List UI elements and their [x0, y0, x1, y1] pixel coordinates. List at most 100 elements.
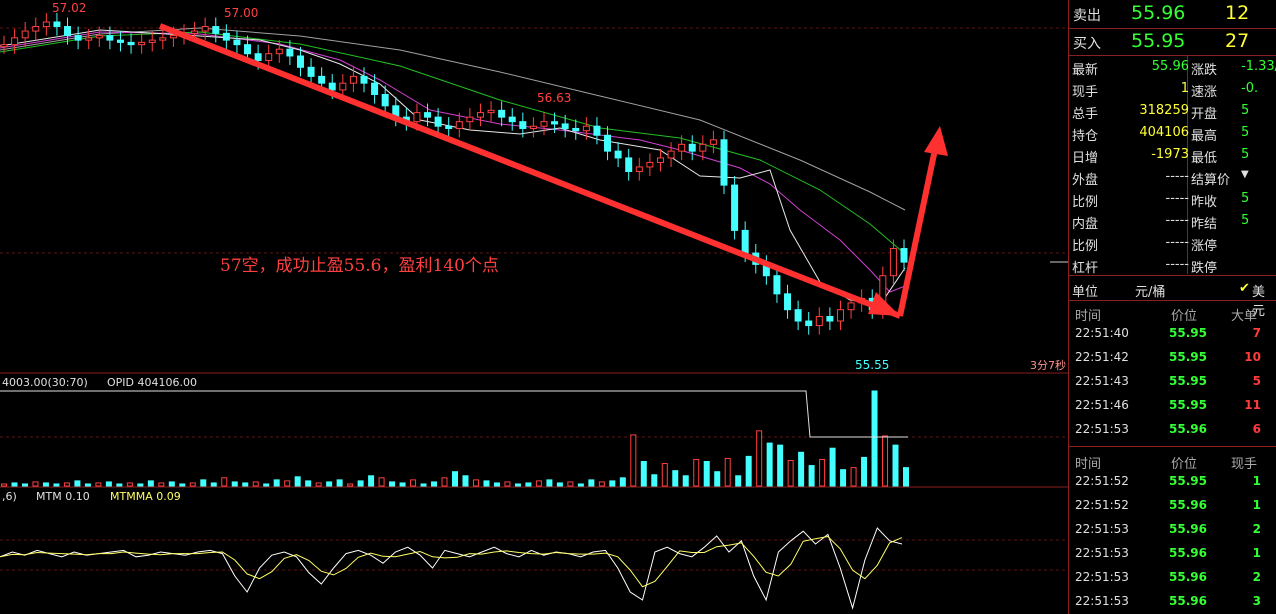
- volume-bar: [305, 480, 312, 487]
- stat-value: 1: [1180, 81, 1189, 96]
- row-volume: 2: [1252, 570, 1261, 584]
- price-chart[interactable]: 57.02 57.00 56.63 55.55 57空，成功止盈55.6，盈利1…: [0, 0, 1068, 614]
- volume-bar: [53, 483, 60, 487]
- table-row[interactable]: 22:51:53 55.96 3: [1069, 590, 1276, 614]
- candle: [11, 37, 19, 46]
- volume-bar: [399, 482, 406, 487]
- table-row[interactable]: 22:51:52 55.96 1: [1069, 494, 1276, 518]
- candle: [519, 121, 527, 129]
- stat-row: 现手 1 速涨 -0.: [1069, 78, 1276, 100]
- volume-bar: [577, 483, 584, 487]
- unit-value: 元/桶: [1135, 285, 1166, 300]
- high-price-label: 57.02: [52, 1, 86, 15]
- row-volume: 2: [1252, 522, 1261, 536]
- candle: [169, 35, 177, 39]
- volume-bar: [210, 482, 217, 487]
- candle: [42, 21, 50, 28]
- volume-bar: [766, 442, 773, 487]
- stat-key: 涨停: [1191, 239, 1218, 254]
- table-row[interactable]: 22:51:53 55.96 1: [1069, 542, 1276, 566]
- candle: [138, 41, 146, 46]
- volume-bar: [714, 471, 721, 487]
- divider: [1069, 275, 1276, 276]
- candle: [572, 127, 580, 132]
- volume-bar: [787, 459, 794, 487]
- stat-row: 比例 ----- 昨收 5: [1069, 188, 1276, 210]
- stat-value: 5: [1241, 147, 1250, 162]
- dropdown-icon[interactable]: ▼: [1241, 169, 1249, 180]
- stat-value: 5: [1241, 191, 1250, 206]
- table-row[interactable]: 22:51:40 55.95 7: [1069, 322, 1276, 346]
- row-time: 22:51:46: [1075, 398, 1129, 412]
- candle: [445, 125, 453, 129]
- chart-area[interactable]: 57.02 57.00 56.63 55.55 57空，成功止盈55.6，盈利1…: [0, 0, 1068, 614]
- volume-bar: [850, 467, 857, 487]
- timer-label: 3分7秒: [1030, 358, 1066, 372]
- candle: [773, 275, 781, 295]
- candle: [127, 41, 135, 46]
- table-row[interactable]: 22:51:53 55.96 6: [1069, 418, 1276, 442]
- candle: [540, 121, 548, 127]
- volume-bar: [441, 477, 448, 487]
- candle: [815, 315, 823, 327]
- buy-row[interactable]: 买入 55.95 27: [1069, 28, 1276, 56]
- volume-bar: [252, 481, 259, 487]
- sell-row[interactable]: 卖出 55.96 12: [1069, 0, 1276, 28]
- volume-bar: [284, 480, 291, 487]
- volume-bar: [231, 481, 238, 487]
- stat-value: -----: [1165, 257, 1189, 272]
- stat-key: 杠杆: [1072, 261, 1099, 276]
- table-row[interactable]: 22:51:42 55.95 10: [1069, 346, 1276, 370]
- volume-bar: [95, 482, 102, 487]
- arrow-head-up: [924, 126, 948, 156]
- volume-bar: [777, 444, 784, 487]
- candle: [646, 161, 654, 168]
- table-row[interactable]: 22:51:53 55.96 2: [1069, 566, 1276, 590]
- opid-line: [0, 390, 908, 438]
- table-row[interactable]: 22:51:46 55.95 11: [1069, 394, 1276, 418]
- candle: [889, 248, 897, 277]
- table-row[interactable]: 22:51:52 55.95 1: [1069, 470, 1276, 494]
- candle: [635, 166, 643, 173]
- unit-row[interactable]: 单位 元/桶 ✔ 美元: [1069, 278, 1276, 319]
- volume-bar: [368, 475, 375, 487]
- annotation-text: 57空，成功止盈55.6，盈利140个点: [220, 256, 499, 276]
- volume-bar: [829, 447, 836, 487]
- candle: [741, 229, 749, 254]
- stat-key: 昨结: [1191, 217, 1218, 232]
- volume-bar: [189, 482, 196, 487]
- col-bigorder: 大单: [1231, 309, 1258, 324]
- stat-key: 比例: [1072, 239, 1099, 254]
- row-volume: 3: [1252, 594, 1261, 608]
- row-price: 55.95: [1169, 398, 1207, 412]
- stat-value: -----: [1165, 169, 1189, 184]
- candle: [191, 30, 199, 34]
- stat-key: 总手: [1072, 107, 1099, 122]
- volume-bar: [32, 481, 39, 487]
- volume-bar: [462, 475, 469, 487]
- stat-row: 总手 318259 开盘 5: [1069, 100, 1276, 122]
- mtmma-header: MTMMA 0.09: [110, 490, 181, 503]
- divider: [1069, 446, 1276, 447]
- stat-value: -0.: [1241, 81, 1259, 96]
- candle: [339, 82, 347, 91]
- row-volume: 1: [1252, 474, 1261, 488]
- quote-panel: 卖出 55.96 12 买入 55.95 27 最新55.96涨跌-1.33/2…: [1068, 0, 1276, 614]
- col-volume: 现手: [1231, 457, 1258, 472]
- candle: [508, 116, 516, 123]
- row-price: 55.96: [1169, 522, 1207, 536]
- volume-bar: [724, 457, 731, 487]
- table-row[interactable]: 22:51:53 55.96 2: [1069, 518, 1276, 542]
- volume-bar: [357, 480, 364, 487]
- table-row[interactable]: 22:51:43 55.95 5: [1069, 370, 1276, 394]
- stat-key: 现手: [1072, 85, 1099, 100]
- row-time: 22:51:53: [1075, 522, 1129, 536]
- row-price: 55.96: [1169, 594, 1207, 608]
- candlestick-series: [0, 12, 908, 335]
- volume-bars: [1, 390, 909, 487]
- currency-toggle[interactable]: 美元: [1252, 285, 1266, 319]
- candle: [805, 320, 813, 327]
- row-time: 22:51:43: [1075, 374, 1129, 388]
- col-price: 价位: [1171, 309, 1198, 324]
- volume-bar: [556, 482, 563, 487]
